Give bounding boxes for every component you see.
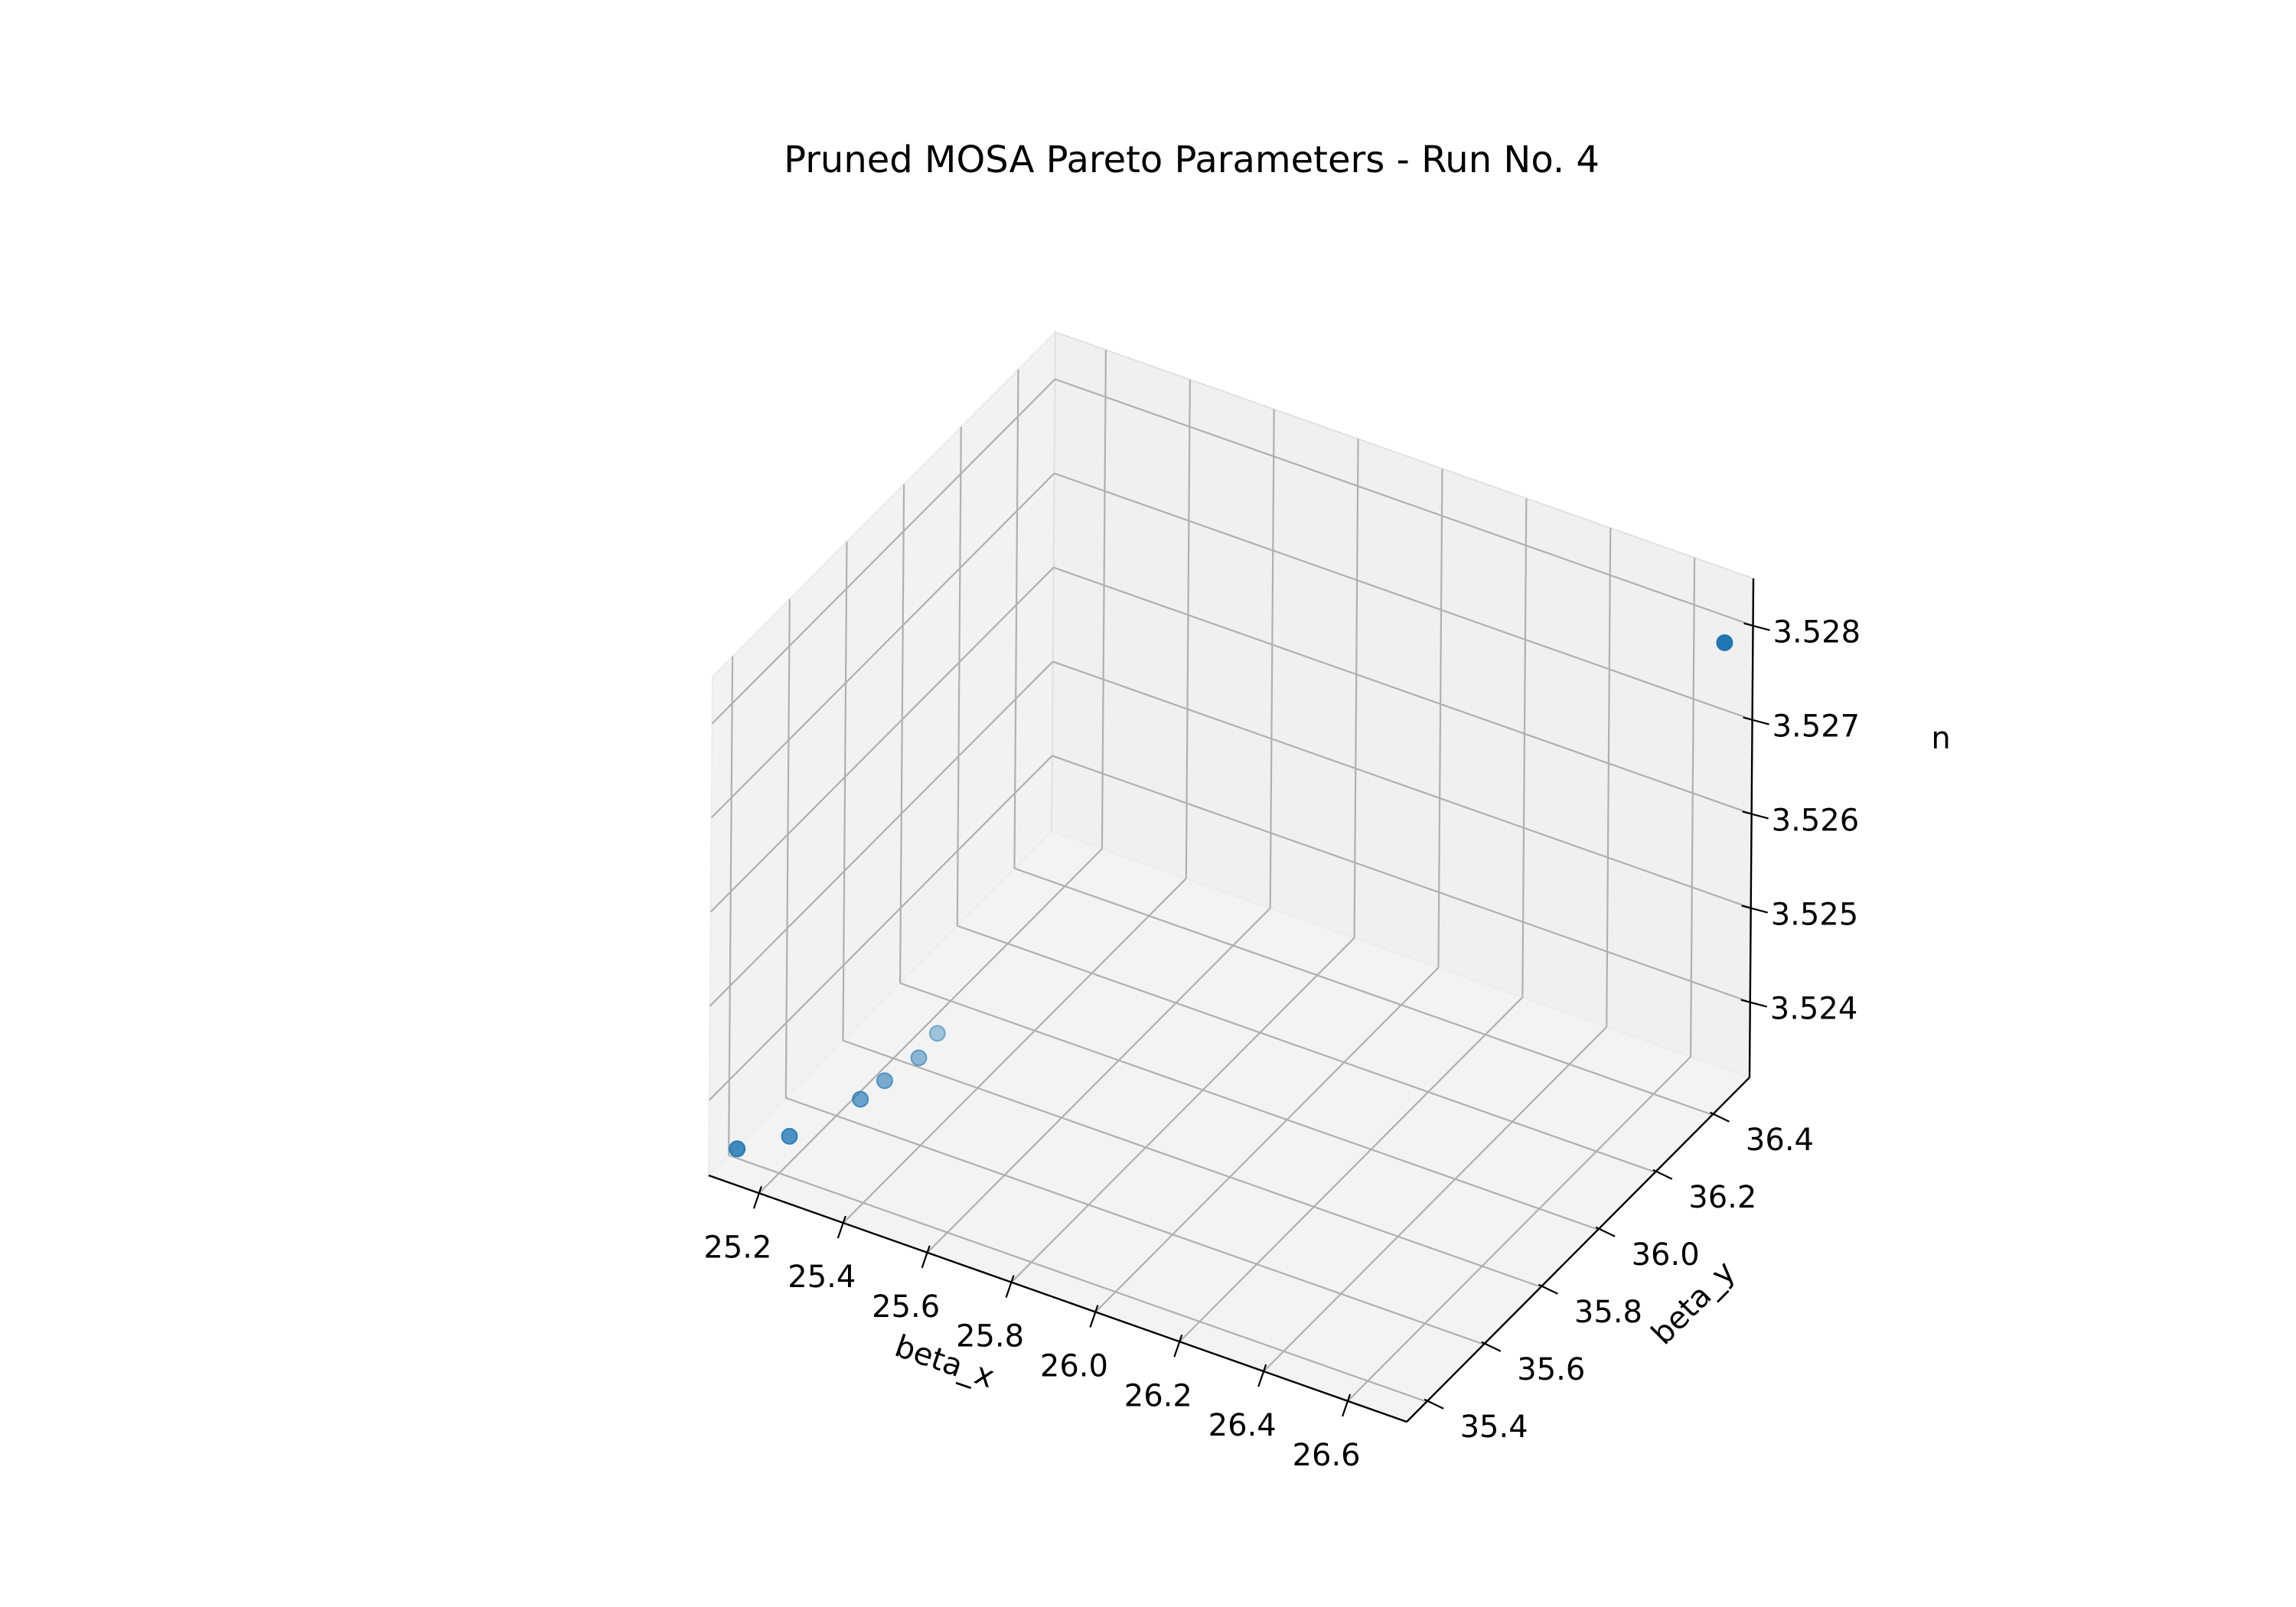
gridline-x-floor bbox=[1263, 1026, 1607, 1372]
gridline-x-back bbox=[1185, 380, 1191, 879]
gridline-y-left bbox=[728, 656, 734, 1156]
data-point bbox=[910, 1049, 928, 1067]
axis-panes bbox=[707, 330, 1755, 1423]
x-tick-mark bbox=[1257, 1364, 1267, 1387]
x-tick-label: 25.6 bbox=[872, 1289, 940, 1325]
gridline-y-left bbox=[899, 484, 905, 983]
y-tick-label: 35.6 bbox=[1517, 1352, 1585, 1387]
gridline-x-back bbox=[1353, 438, 1359, 938]
x-tick-label: 26.4 bbox=[1208, 1408, 1277, 1443]
gridlines bbox=[708, 350, 1753, 1403]
gridline-z-left bbox=[710, 472, 1055, 819]
gridline-z-left bbox=[708, 755, 1053, 1101]
x-tick-mark bbox=[921, 1245, 931, 1269]
y-tick-mark bbox=[1538, 1283, 1558, 1295]
z-tick-mark bbox=[1743, 622, 1770, 631]
x-tick-mark bbox=[1005, 1275, 1015, 1299]
gridline-z-back bbox=[1054, 472, 1753, 721]
y-tick-label: 35.8 bbox=[1574, 1295, 1642, 1330]
axis-lines bbox=[708, 578, 1755, 1423]
gridline-y-floor bbox=[785, 1097, 1485, 1345]
x-tick-label: 26.0 bbox=[1040, 1348, 1108, 1384]
gridline-z-back bbox=[1052, 660, 1752, 909]
gridline-x-floor bbox=[926, 908, 1271, 1253]
gridline-x-floor bbox=[758, 848, 1103, 1195]
gridline-y-left bbox=[1013, 369, 1019, 869]
tick-marks bbox=[752, 622, 1770, 1417]
y-tick-label: 35.4 bbox=[1460, 1410, 1528, 1445]
gridline-y-left bbox=[842, 541, 848, 1041]
x-axis-line bbox=[708, 1174, 1407, 1423]
gridline-y-floor bbox=[843, 1039, 1541, 1288]
gridline-z-left bbox=[709, 566, 1055, 913]
data-point bbox=[852, 1090, 869, 1108]
y-tick-mark bbox=[1424, 1398, 1444, 1410]
data-point bbox=[781, 1127, 798, 1145]
gridline-y-left bbox=[784, 598, 791, 1098]
data-point bbox=[1716, 634, 1733, 651]
data-point bbox=[876, 1072, 893, 1090]
gridline-z-back bbox=[1052, 755, 1751, 1003]
scatter-points bbox=[729, 634, 1733, 1158]
gridline-y-left bbox=[956, 426, 962, 926]
chart-title: Pruned MOSA Pareto Parameters - Run No. … bbox=[784, 139, 1600, 181]
z-tick-label: 3.526 bbox=[1772, 804, 1860, 839]
x-tick-label: 25.8 bbox=[956, 1319, 1024, 1354]
z-tick-label: 3.528 bbox=[1773, 615, 1861, 650]
x-tick-mark bbox=[1173, 1334, 1183, 1358]
data-point bbox=[928, 1025, 946, 1042]
gridline-x-floor bbox=[1094, 966, 1440, 1313]
tick-labels: 25.2 25.4 25.6 25.8 26.0 26.2 26.4 26.6 35.4 35.6… bbox=[703, 615, 1861, 1473]
gridline-z-left bbox=[709, 660, 1054, 1007]
y-tick-mark bbox=[1652, 1169, 1673, 1180]
y-tick-label: 36.2 bbox=[1688, 1180, 1756, 1215]
x-tick-label: 26.6 bbox=[1293, 1438, 1361, 1473]
gridline-y-floor bbox=[728, 1154, 1427, 1403]
y-axis-line bbox=[1406, 1077, 1750, 1423]
gridline-x-floor bbox=[1010, 937, 1355, 1283]
x-tick-mark bbox=[837, 1215, 846, 1239]
y-tick-mark bbox=[1709, 1111, 1730, 1123]
gridline-y-floor bbox=[899, 982, 1599, 1231]
z-axis-label: n bbox=[1931, 721, 1950, 756]
gridline-x-floor bbox=[1347, 1056, 1691, 1402]
gridline-x-floor bbox=[1179, 996, 1524, 1343]
y-tick-label: 36.4 bbox=[1746, 1123, 1814, 1158]
x-tick-label: 25.4 bbox=[788, 1260, 856, 1295]
y-tick-label: 36.0 bbox=[1632, 1237, 1700, 1273]
x-tick-label: 25.2 bbox=[703, 1230, 771, 1265]
z-tick-label: 3.525 bbox=[1771, 898, 1859, 933]
gridline-y-floor bbox=[1014, 867, 1713, 1116]
gridline-z-left bbox=[711, 378, 1056, 725]
gridline-y-floor bbox=[957, 924, 1656, 1173]
x-tick-mark bbox=[1089, 1305, 1099, 1328]
z-tick-mark bbox=[1740, 999, 1768, 1008]
y-tick-mark bbox=[1481, 1341, 1502, 1352]
gridline-z-back bbox=[1053, 566, 1753, 815]
gridline-x-back bbox=[1689, 557, 1696, 1057]
z-axis-line bbox=[1748, 578, 1755, 1078]
gridline-x-back bbox=[1521, 498, 1528, 998]
gridline-x-back bbox=[1606, 528, 1612, 1028]
gridline-z-back bbox=[1055, 378, 1753, 627]
gridline-x-back bbox=[1437, 468, 1443, 968]
gridline-x-back bbox=[1269, 409, 1275, 908]
data-point bbox=[729, 1140, 746, 1158]
y-tick-mark bbox=[1595, 1226, 1616, 1237]
x-tick-mark bbox=[1342, 1393, 1352, 1417]
z-tick-label: 3.527 bbox=[1773, 709, 1861, 745]
x-tick-mark bbox=[752, 1185, 762, 1209]
z-tick-mark bbox=[1742, 810, 1769, 820]
z-tick-mark bbox=[1743, 716, 1769, 725]
z-tick-mark bbox=[1741, 905, 1768, 914]
gridline-x-floor bbox=[843, 878, 1187, 1224]
z-tick-label: 3.524 bbox=[1770, 992, 1858, 1027]
gridline-x-back bbox=[1101, 350, 1107, 849]
x-tick-label: 26.2 bbox=[1124, 1378, 1192, 1413]
